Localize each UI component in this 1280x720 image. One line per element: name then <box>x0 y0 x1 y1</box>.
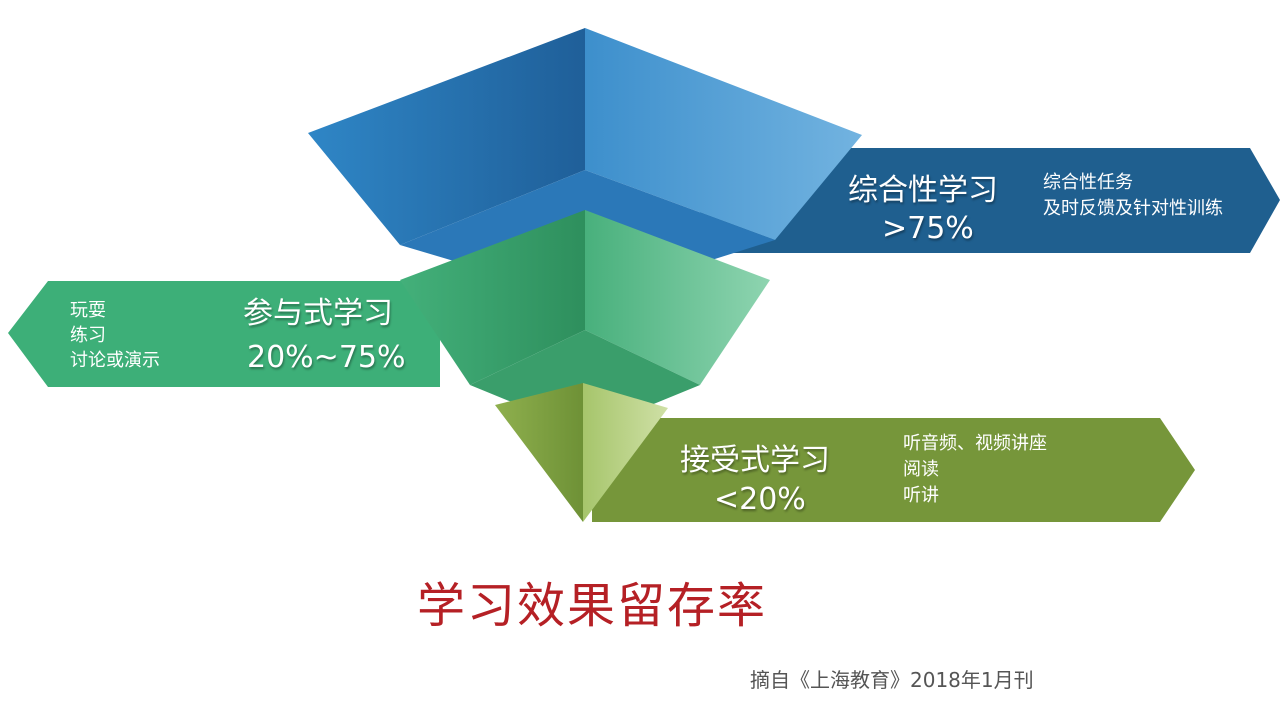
tier-items-integrated: 综合性任务 及时反馈及针对性训练 <box>1043 170 1223 222</box>
tier-name-participatory: 参与式学习 <box>243 296 393 331</box>
tier-item: 练习 <box>70 325 106 346</box>
tier-retention-participatory: 20%~75% <box>247 340 406 375</box>
tier-retention-integrated: >75% <box>882 211 974 246</box>
tier-items-receptive: 听音频、视频讲座 阅读 听讲 <box>903 431 1047 509</box>
tier-item: 讨论或演示 <box>70 350 160 371</box>
banner-participatory <box>8 281 440 387</box>
funnel-mid-right-face <box>585 210 770 385</box>
tier-item: 综合性任务 <box>1043 172 1133 193</box>
funnel-bottom-right-face <box>583 383 668 522</box>
citation: 摘自《上海教育》2018年1月刊 <box>750 668 1034 692</box>
funnel-mid-left-face <box>400 210 585 385</box>
tier-name-integrated: 综合性学习 <box>848 173 998 208</box>
tier-item: 及时反馈及针对性训练 <box>1043 198 1223 219</box>
banner-integrated <box>700 148 1280 253</box>
tier-retention-receptive: <20% <box>714 482 806 517</box>
funnel-bottom-left-face <box>495 383 583 522</box>
tier-item: 听讲 <box>903 485 939 506</box>
banner-receptive <box>592 418 1195 522</box>
funnel-top-right-face <box>585 28 862 240</box>
tier-name-receptive: 接受式学习 <box>680 443 830 478</box>
tier-item: 玩耍 <box>70 300 106 321</box>
tier-items-participatory: 玩耍 练习 讨论或演示 <box>70 298 160 373</box>
diagram-title: 学习效果留存率 <box>416 578 767 634</box>
tier-item: 听音频、视频讲座 <box>903 433 1047 454</box>
funnel-top-left-face <box>308 28 585 245</box>
tier-item: 阅读 <box>903 459 939 480</box>
